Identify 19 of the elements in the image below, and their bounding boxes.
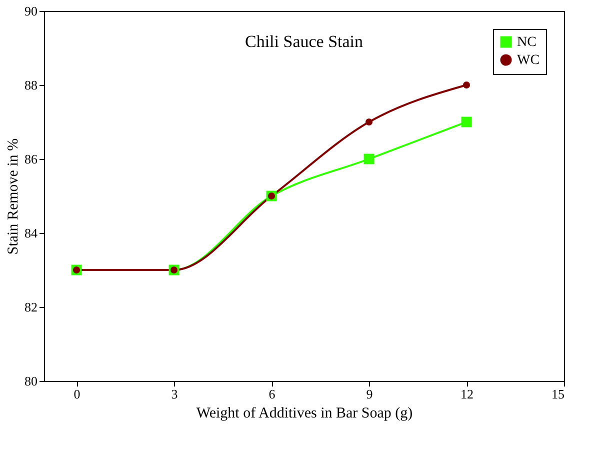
text: Chili Sauce Stain (244, 32, 364, 51)
y-tick-label: 88 (24, 78, 38, 92)
point (461, 116, 472, 128)
x-tick-label: 15 (552, 386, 564, 402)
legend-label: WC (517, 53, 540, 68)
x-axis-title: Weight of Additives in Bar Soap (g) (196, 406, 413, 422)
point (364, 154, 374, 164)
x-tick-label: 0 (74, 386, 80, 402)
y-tick-label: 82 (24, 300, 38, 314)
x-tick-label: 6 (268, 386, 276, 402)
legend-label: NC (517, 35, 536, 50)
y-tick-label: 80 (24, 374, 38, 388)
y-tick-label: 86 (24, 152, 38, 166)
x-tick-label: 9 (366, 386, 373, 402)
y-axis-title: Stain Remove in % (6, 138, 22, 255)
x-tick-label: 12 (460, 386, 474, 402)
x-tick-label: 3 (171, 386, 178, 402)
y-tick-label: 90 (24, 4, 38, 18)
y-tick-label: 84 (24, 226, 38, 240)
